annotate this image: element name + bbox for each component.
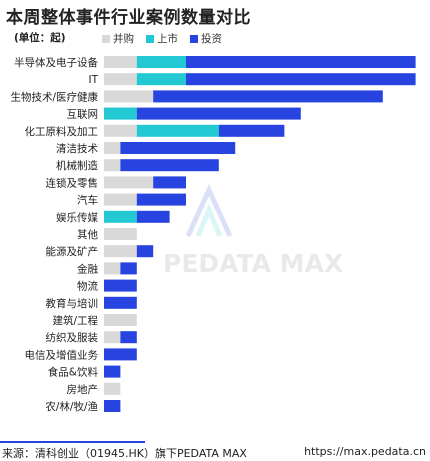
category-label: 物流 bbox=[77, 280, 98, 293]
bar-merger bbox=[104, 176, 154, 189]
bar-investment bbox=[120, 159, 219, 172]
bar-ipo bbox=[104, 107, 137, 120]
category-label: 清洁技术 bbox=[56, 142, 98, 155]
bar-investment bbox=[120, 262, 137, 275]
bar-investment bbox=[104, 296, 137, 309]
bar-ipo bbox=[136, 73, 186, 86]
legend-item-ipo: 上市 bbox=[146, 31, 178, 46]
bar-investment bbox=[104, 400, 121, 412]
bar-investment bbox=[186, 56, 416, 68]
bar-chart: PEDATA MAX 半导体及电子设备 IT 生物技术/医疗健康互联网化工原料及加工… bbox=[10, 56, 416, 413]
category-axis-labels: 半导体及电子设备 IT 生物技术/医疗健康互联网化工原料及加工清洁技术机械制造连锁及… bbox=[10, 56, 98, 413]
legend: 并购 上市 投资 bbox=[102, 31, 222, 46]
bar-investment bbox=[104, 348, 137, 361]
bar-merger bbox=[104, 262, 121, 275]
unit-label: (单位：起) bbox=[14, 32, 66, 44]
bar-investment bbox=[120, 142, 236, 154]
bar-merger bbox=[104, 73, 137, 86]
category-label: 建筑/工程 bbox=[52, 314, 98, 327]
category-label: 金融 bbox=[77, 262, 98, 275]
bar-investment bbox=[136, 193, 186, 206]
category-label: 娱乐传媒 bbox=[56, 211, 98, 224]
category-label: 互联网 bbox=[67, 109, 99, 121]
category-label: 农/林/牧/渔 bbox=[45, 400, 98, 413]
legend-swatch-merger bbox=[102, 34, 110, 43]
category-label: 教育与培训 bbox=[46, 297, 99, 310]
bar-merger bbox=[104, 124, 137, 137]
bars bbox=[104, 56, 416, 412]
category-label: 食品&饮料 bbox=[48, 366, 99, 379]
category-label: 房地产 bbox=[67, 383, 99, 396]
category-label: 纺织及服装 bbox=[46, 331, 99, 344]
bar-merger bbox=[104, 142, 121, 154]
category-label: 化工原料及加工 bbox=[25, 125, 99, 138]
bar-investment bbox=[120, 331, 137, 344]
bar-investment bbox=[104, 279, 137, 292]
bar-merger bbox=[104, 90, 154, 103]
footer-url: https://max.pedata.cn bbox=[304, 445, 426, 458]
watermark-text: PEDATA MAX bbox=[163, 249, 343, 278]
legend-label-merger: 并购 bbox=[113, 33, 134, 45]
legend-label-ipo: 上市 bbox=[157, 33, 178, 45]
category-label: 电信及增值业务 bbox=[25, 348, 99, 361]
category-label: 连锁及零售 bbox=[46, 176, 99, 189]
footer-source: 来源：清科创业（01945.HK）旗下PEDATA MAX bbox=[2, 447, 247, 460]
bar-merger bbox=[104, 56, 137, 68]
legend-item-investment: 投资 bbox=[190, 31, 222, 46]
bar-merger bbox=[104, 193, 137, 206]
bar-investment bbox=[136, 245, 154, 258]
legend-swatch-investment bbox=[190, 34, 198, 43]
category-label: 生物技术/医疗健康 bbox=[10, 90, 98, 103]
chart-title: 本周整体事件行业案例数量对比 bbox=[6, 8, 251, 28]
footer-divider bbox=[0, 441, 145, 443]
bar-investment bbox=[136, 107, 301, 120]
bar-investment bbox=[153, 176, 186, 189]
bar-investment bbox=[186, 73, 416, 86]
watermark: PEDATA MAX bbox=[163, 183, 343, 278]
category-label: 汽车 bbox=[77, 194, 98, 207]
bar-ipo bbox=[104, 210, 137, 223]
watermark-logo-shape bbox=[195, 203, 223, 237]
bar-investment bbox=[218, 124, 285, 137]
category-label: IT bbox=[88, 74, 98, 86]
bar-merger bbox=[104, 331, 121, 344]
legend-swatch-ipo bbox=[146, 34, 154, 43]
category-label: 其他 bbox=[77, 228, 98, 241]
bar-investment bbox=[153, 90, 383, 103]
category-label: 机械制造 bbox=[56, 159, 98, 172]
bar-merger bbox=[104, 382, 121, 395]
bar-ipo bbox=[136, 56, 186, 68]
legend-label-investment: 投资 bbox=[201, 33, 222, 45]
category-label: 半导体及电子设备 bbox=[14, 56, 98, 69]
bar-ipo bbox=[136, 124, 219, 137]
bar-merger bbox=[104, 245, 137, 258]
bar-investment bbox=[104, 365, 121, 378]
bar-merger bbox=[104, 228, 137, 240]
bar-merger bbox=[104, 159, 121, 172]
bar-investment bbox=[136, 210, 170, 223]
category-label: 能源及矿产 bbox=[46, 245, 99, 258]
bar-merger bbox=[104, 314, 137, 326]
legend-item-merger: 并购 bbox=[102, 31, 134, 46]
watermark-logo-shape bbox=[185, 183, 233, 238]
